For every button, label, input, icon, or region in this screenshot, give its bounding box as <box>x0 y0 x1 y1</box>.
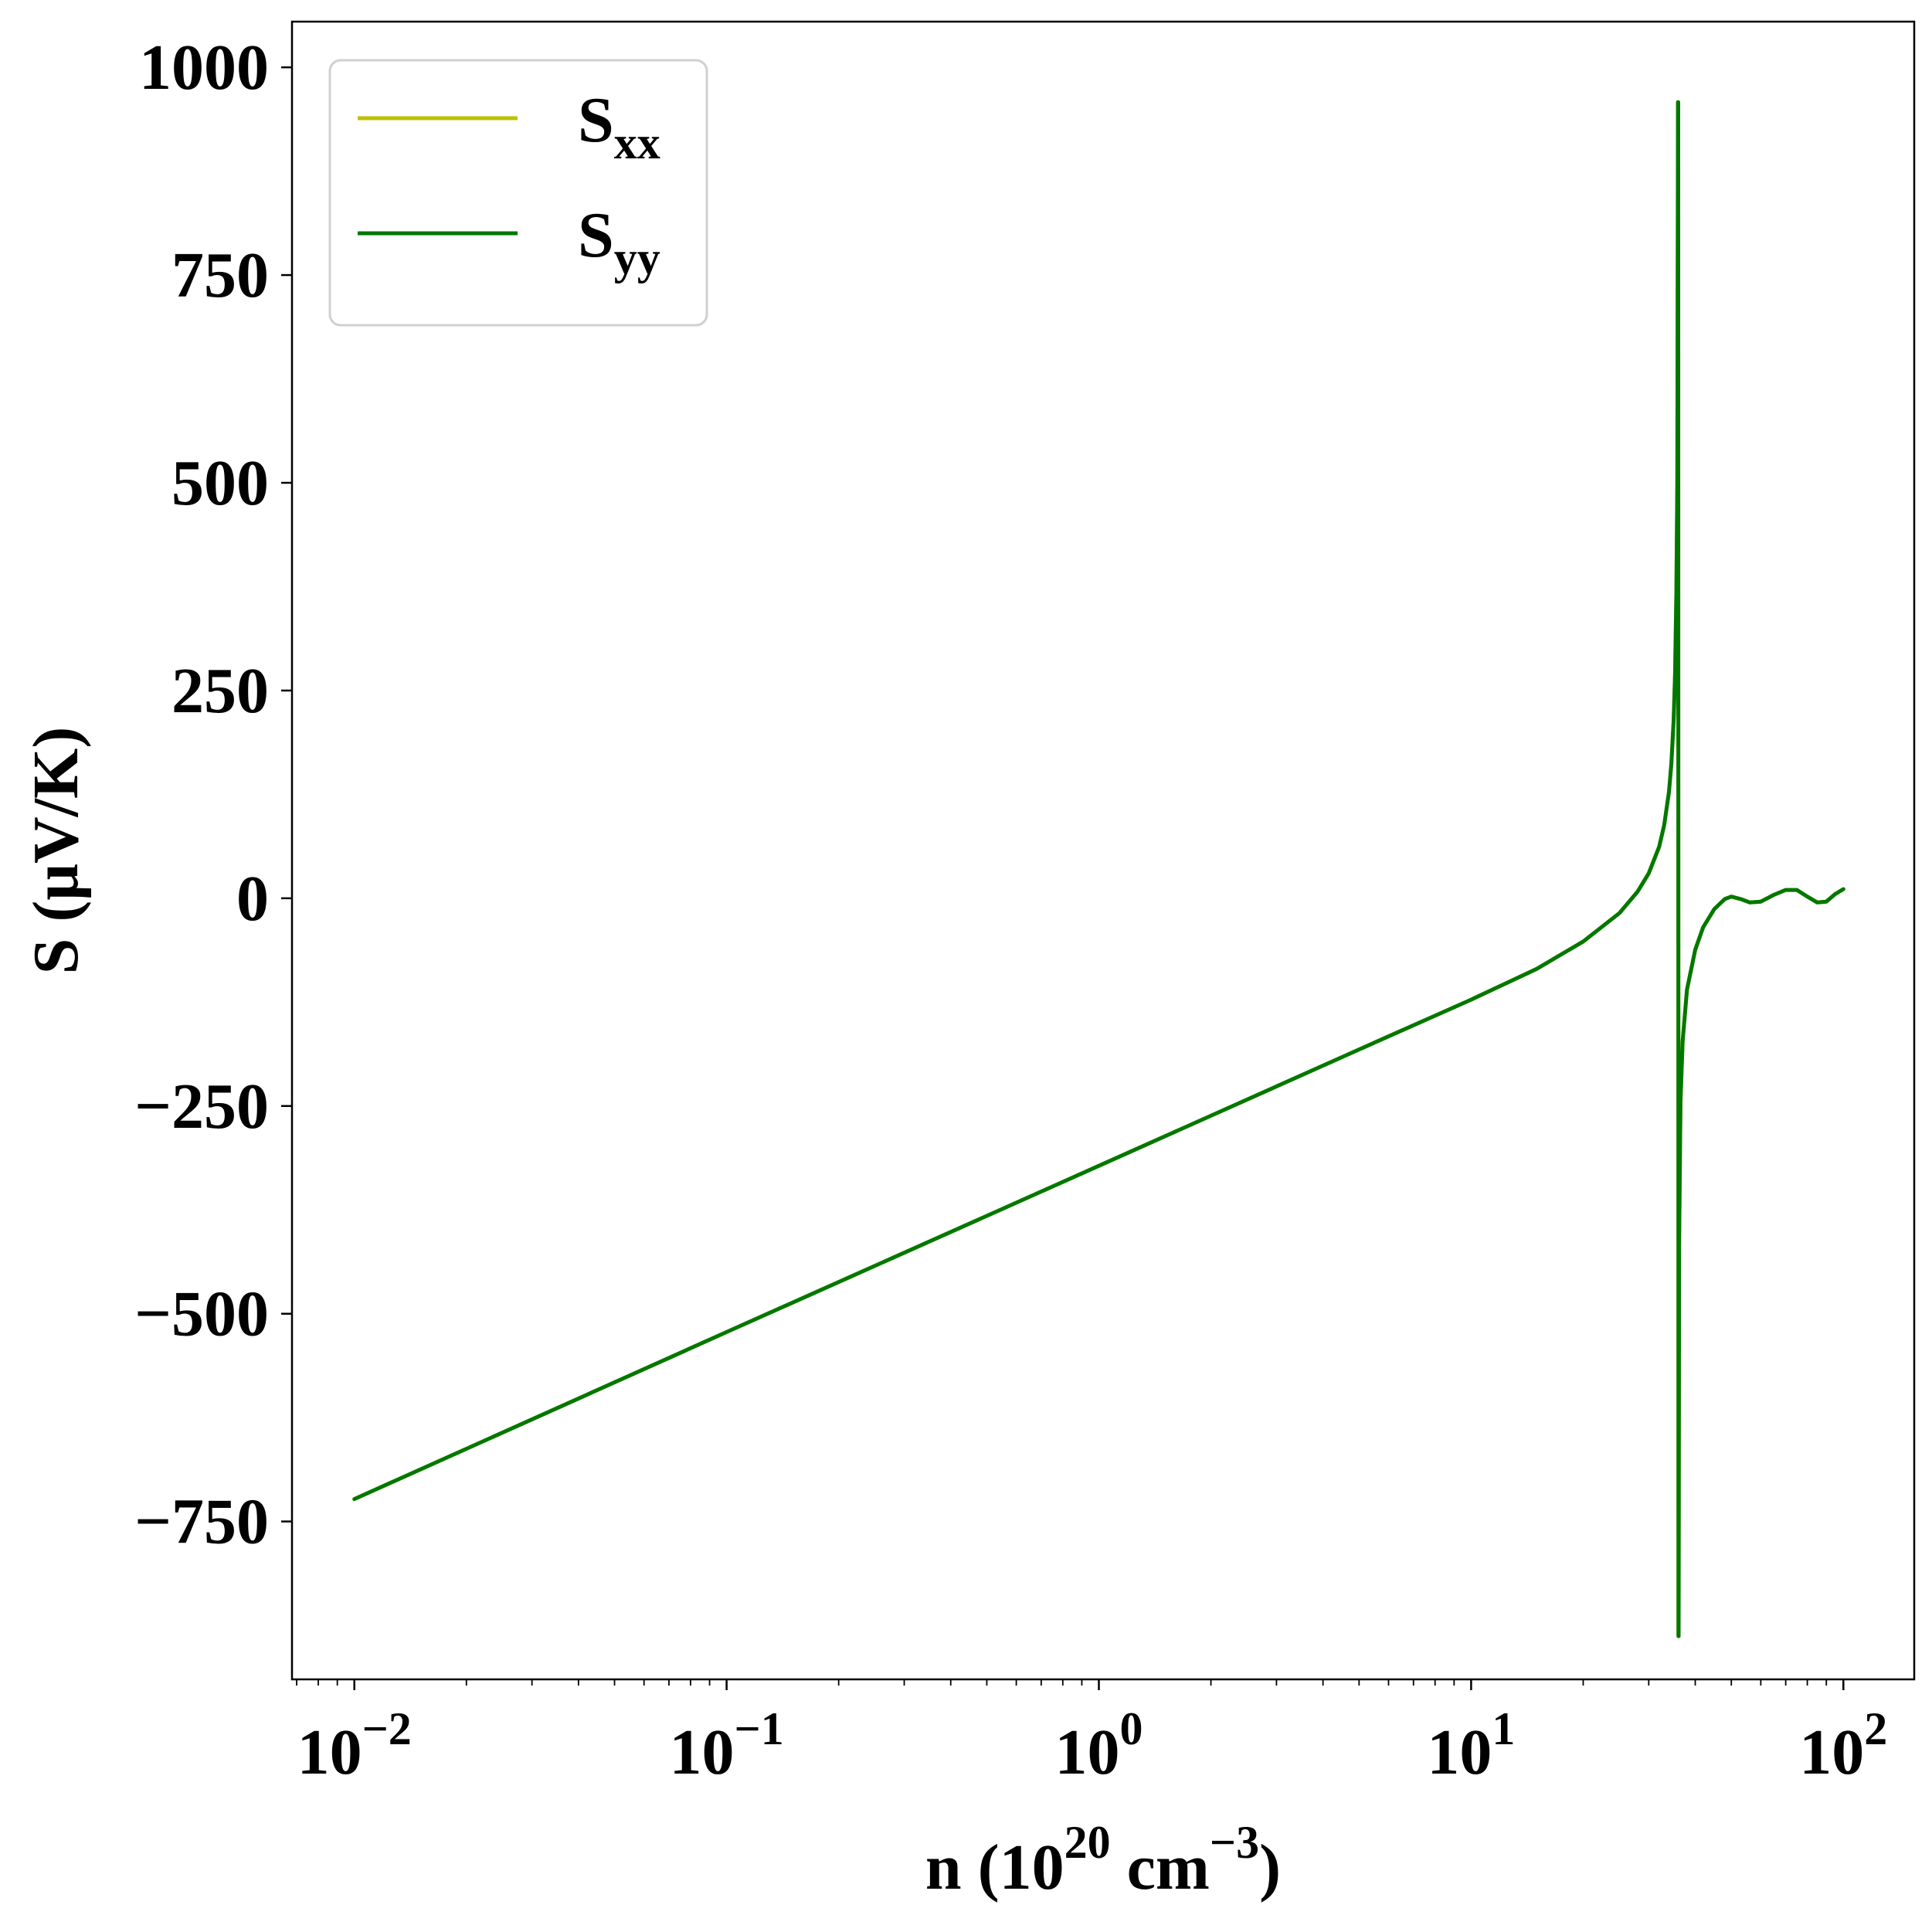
legend-label-sxx-sub: xx <box>614 117 660 168</box>
x-axis-label-base: n (10 <box>925 1832 1064 1903</box>
x-tick-label-base: 10 <box>1054 1716 1119 1788</box>
x-tick-label-base: 10 <box>297 1716 362 1788</box>
y-tick-label: −750 <box>134 1486 269 1558</box>
y-axis-label: S (μV/K) <box>20 727 92 975</box>
legend-label-sxx-main: S <box>578 84 614 156</box>
x-tick-label: 101 <box>1427 1703 1515 1788</box>
series-line-yy <box>352 100 1845 1638</box>
plot-frame <box>290 20 1916 1681</box>
legend-box <box>328 59 708 327</box>
x-tick-label-exponent: −1 <box>735 1703 784 1754</box>
y-axis: −750 −500 −250 0 250 500 750 1000 <box>134 32 292 1558</box>
x-tick-label-base: 10 <box>1427 1716 1492 1788</box>
x-axis-label-sup-2: −3 <box>1210 1817 1259 1868</box>
x-tick-label: 100 <box>1054 1703 1143 1788</box>
legend: Sxx Syy <box>328 59 708 327</box>
x-axis-label-end: ) <box>1259 1832 1281 1903</box>
y-tick-label: 500 <box>171 447 269 519</box>
y-tick-label: 250 <box>171 655 269 727</box>
y-tick-label: 0 <box>236 863 269 935</box>
x-tick-label: 10−1 <box>670 1703 784 1788</box>
legend-label-syy-main: S <box>578 199 614 271</box>
legend-label-syy: Syy <box>578 199 660 283</box>
x-tick-label-exponent: −2 <box>362 1703 412 1754</box>
x-tick-label: 102 <box>1799 1703 1887 1788</box>
x-tick-label-exponent: 2 <box>1864 1703 1887 1754</box>
y-tick-label: 1000 <box>139 32 269 104</box>
y-tick-label: −250 <box>134 1071 269 1142</box>
legend-label-sxx: Sxx <box>578 84 660 168</box>
x-axis-label-mid: cm <box>1111 1832 1210 1903</box>
x-tick-label-exponent: 1 <box>1492 1703 1515 1754</box>
x-tick-label-exponent: 0 <box>1119 1703 1143 1754</box>
x-axis-label-sup-1: 20 <box>1064 1817 1111 1868</box>
series-layer <box>352 100 1845 1638</box>
legend-label-syy-sub: yy <box>614 233 660 283</box>
y-tick-label: 750 <box>171 239 269 311</box>
x-axis-label: n (1020 cm−3) <box>925 1817 1281 1903</box>
x-axis: 10−2 10−1 100 101 102 <box>296 1679 1887 1788</box>
x-tick-label-base: 10 <box>670 1716 735 1788</box>
x-tick-label-base: 10 <box>1799 1716 1864 1788</box>
y-tick-label: −500 <box>134 1278 269 1350</box>
x-tick-label: 10−2 <box>297 1703 412 1788</box>
